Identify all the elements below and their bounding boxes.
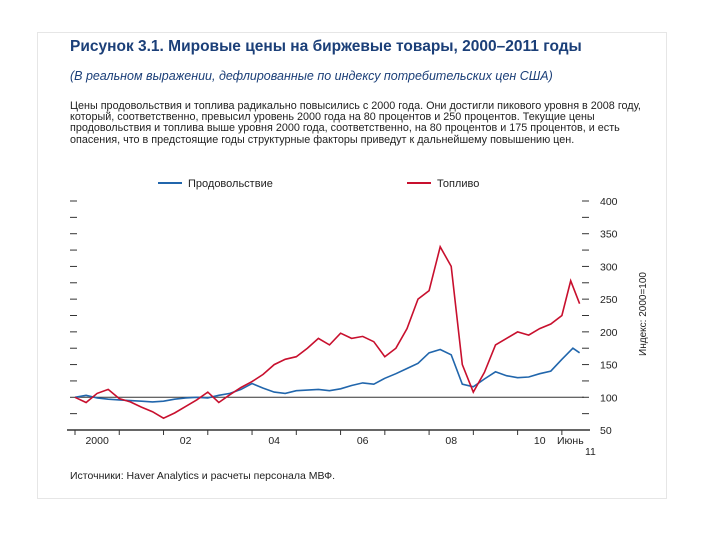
legend-label-food: Продовольствие [188,178,273,190]
y-tick-label: 100 [600,392,618,404]
y-tick-marks [70,200,589,431]
y-tick-label: 150 [600,360,618,372]
x-tick-label: 04 [268,435,280,447]
y-tick-label: 200 [600,327,618,339]
y-tick-label: 350 [600,229,618,241]
x-axis: 2000 02 04 06 08 10 [67,429,590,447]
x-tick-label: 08 [445,435,457,447]
y-tick-label: 400 [600,196,618,208]
x-tick-label: 10 [534,435,546,447]
figure-subtitle: (В реальном выражении, дефлированные по … [70,69,553,83]
x-end-label: Июнь11 [557,435,596,458]
y-tick-label: 300 [600,261,618,273]
figure-description: Цены продовольствия и топлива радикально… [70,100,641,146]
y-axis-title: Индекс: 2000=100 [638,272,649,356]
legend-label-fuel: Топливо [437,178,479,190]
x-tick-label: 2000 [85,435,109,447]
series-line-food [74,347,581,403]
x-tick-label: 02 [180,435,192,447]
figure-source: Источники: Haver Analytics и расчеты пер… [70,470,336,482]
figure-card [38,33,666,498]
y-tick-labels: 50 100 150 200 250 300 350 400 [600,196,618,437]
legend: Продовольствие Топливо [158,178,479,190]
x-tick-label: 06 [357,435,369,447]
y-tick-label: 50 [600,425,612,437]
figure-title: Рисунок 3.1. Мировые цены на биржевые то… [70,38,582,55]
y-tick-label: 250 [600,294,618,306]
series-line-fuel [74,244,581,420]
